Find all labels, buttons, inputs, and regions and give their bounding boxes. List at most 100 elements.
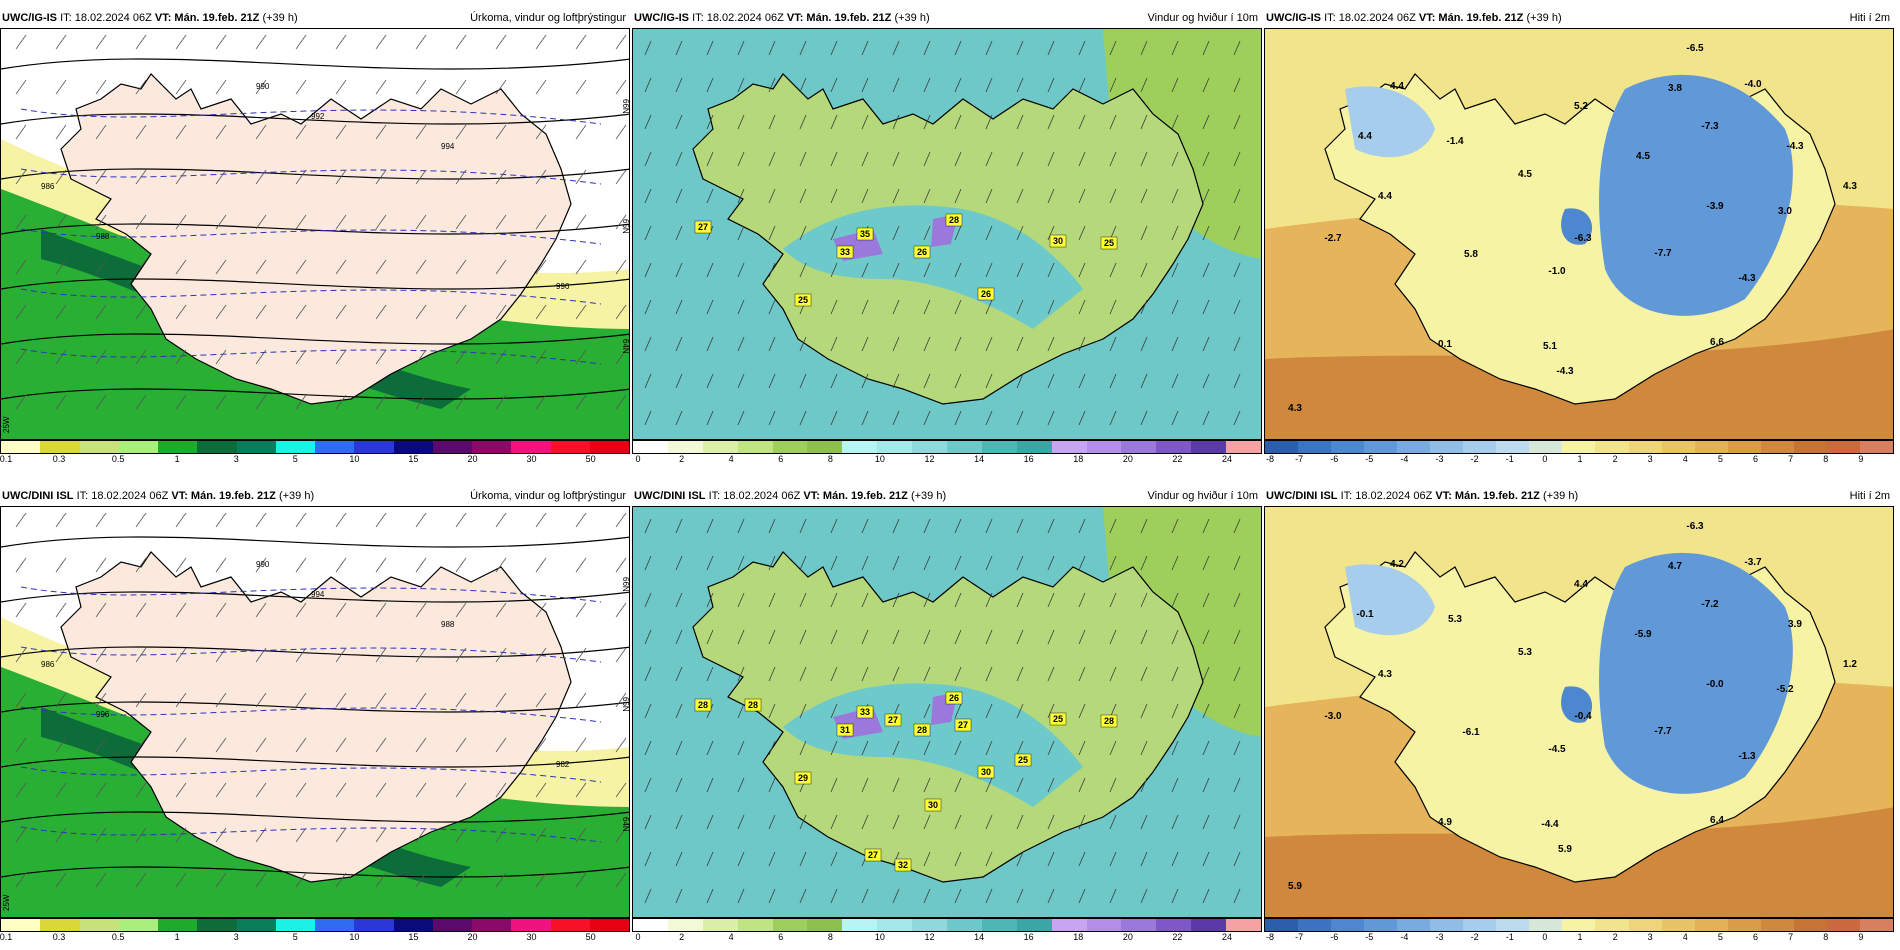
- wind-barb: [615, 259, 627, 275]
- wind-arrow: [706, 629, 714, 645]
- wind-barb: [535, 782, 547, 798]
- wind-arrow: [1109, 814, 1117, 830]
- wind-barb: [495, 169, 507, 185]
- wind-barb: [575, 259, 587, 275]
- colorbar-tick-label: 4: [1682, 932, 1688, 942]
- isobar-line: [1, 388, 629, 400]
- gust-label: 27: [888, 715, 898, 725]
- wind-arrow: [892, 666, 900, 682]
- wind-arrow: [1233, 888, 1241, 904]
- gust-label: 28: [949, 215, 959, 225]
- temperature-label: -5.9: [1634, 629, 1652, 640]
- wind-arrow: [830, 666, 838, 682]
- panel-header: UWC/IG-IS IT: 18.02.2024 06Z VT: Mán. 19…: [0, 10, 630, 27]
- gust-label: 26: [981, 289, 991, 299]
- wind-arrow: [1016, 740, 1024, 756]
- wind-arrow: [954, 518, 962, 534]
- wind-arrow: [706, 814, 714, 830]
- temperature-label: -7.2: [1701, 599, 1719, 610]
- wind-arrow: [861, 336, 869, 352]
- wind-arrow: [1140, 225, 1148, 241]
- gust-label: 35: [860, 229, 870, 239]
- valid-time: Mán. 19.feb. 21Z: [174, 12, 260, 24]
- wind-arrow: [1109, 777, 1117, 793]
- wind-arrow: [1016, 373, 1024, 389]
- colorbar-swatch: [1226, 441, 1262, 453]
- cold-interior-zone: [1599, 552, 1793, 794]
- colorbar-swatch: [1397, 919, 1431, 931]
- valid-time: Mán. 19.feb. 21Z: [1438, 12, 1524, 24]
- latitude-label: 64N: [621, 817, 630, 832]
- wind-arrow: [1047, 740, 1055, 756]
- wind-barb: [135, 872, 147, 888]
- wind-barb: [215, 214, 227, 230]
- wind-arrow: [985, 373, 993, 389]
- wind-barb: [175, 34, 187, 50]
- colorbar-swatch: [393, 919, 433, 931]
- colorbar-swatch: [393, 441, 433, 453]
- wind-arrow: [1171, 888, 1179, 904]
- colorbar-swatch: [981, 919, 1017, 931]
- wind-arrow: [644, 188, 652, 204]
- colorbar-tick-label: 5: [292, 932, 298, 942]
- colorbar-swatch: [1, 441, 41, 453]
- colorbar-tick-label: 8: [827, 454, 833, 464]
- wind-barb: [455, 214, 467, 230]
- wind-arrow: [954, 299, 962, 315]
- wind-arrow: [985, 518, 993, 534]
- wind-barb: [415, 602, 427, 618]
- wind-arrow: [923, 629, 931, 645]
- wind-arrow: [861, 77, 869, 93]
- colorbar-tick-label: 1: [174, 454, 180, 464]
- wind-barb: [535, 557, 547, 573]
- wind-arrow: [1202, 555, 1210, 571]
- wind-barb: [455, 647, 467, 663]
- wind-barb: [135, 737, 147, 753]
- gust-label-box: [836, 723, 854, 737]
- wind-barb: [15, 304, 27, 320]
- colorbar-swatch: [633, 441, 668, 453]
- wind-barb: [175, 602, 187, 618]
- wind-barb: [415, 79, 427, 95]
- wind-barb: [495, 394, 507, 410]
- wind-arrow: [706, 336, 714, 352]
- wind-barb: [135, 394, 147, 410]
- wind-barb: [55, 79, 67, 95]
- wind-barb: [255, 647, 267, 663]
- colorbar-tick-label: -5: [1365, 454, 1374, 464]
- wind-arrow: [799, 188, 807, 204]
- wind-arrow: [1202, 629, 1210, 645]
- wind-arrow: [1171, 518, 1179, 534]
- colorbar-swatch: [589, 919, 629, 931]
- longitude-label: 25W: [2, 416, 11, 433]
- wind-arrow: [954, 703, 962, 719]
- wind-arrow: [1016, 40, 1024, 56]
- wind-arrow: [1109, 262, 1117, 278]
- model-name: UWC/DINI ISL: [634, 490, 706, 502]
- colorbar-swatch: [1121, 919, 1157, 931]
- wind-arrow: [1171, 592, 1179, 608]
- colorbar-tick-label: -1: [1505, 454, 1514, 464]
- wind-barb: [135, 169, 147, 185]
- wind-barb: [15, 692, 27, 708]
- gust-label: 26: [917, 247, 927, 257]
- gust-label-box: [945, 213, 963, 227]
- temperature-label: -7.3: [1701, 121, 1719, 132]
- wind-arrow: [1140, 777, 1148, 793]
- temperature-label: -3.9: [1706, 201, 1724, 212]
- colorbar-tick-label: -4: [1400, 454, 1409, 464]
- gust-label-box: [836, 245, 854, 259]
- wind-arrow: [830, 114, 838, 130]
- lead-time: (+39 h): [1526, 12, 1562, 24]
- wind-barb: [415, 737, 427, 753]
- wind-arrow: [861, 299, 869, 315]
- forecast-panel-wind-dini: UWC/DINI ISL IT: 18.02.2024 06Z VT: Mán.…: [632, 488, 1262, 943]
- wind-arrow: [1016, 888, 1024, 904]
- wind-arrow: [830, 851, 838, 867]
- wind-barb: [255, 169, 267, 185]
- wind-arrow: [861, 814, 869, 830]
- wind-arrow: [985, 114, 993, 130]
- wind-barb: [55, 304, 67, 320]
- colorbar-swatch: [912, 919, 948, 931]
- wind-arrow: [1202, 703, 1210, 719]
